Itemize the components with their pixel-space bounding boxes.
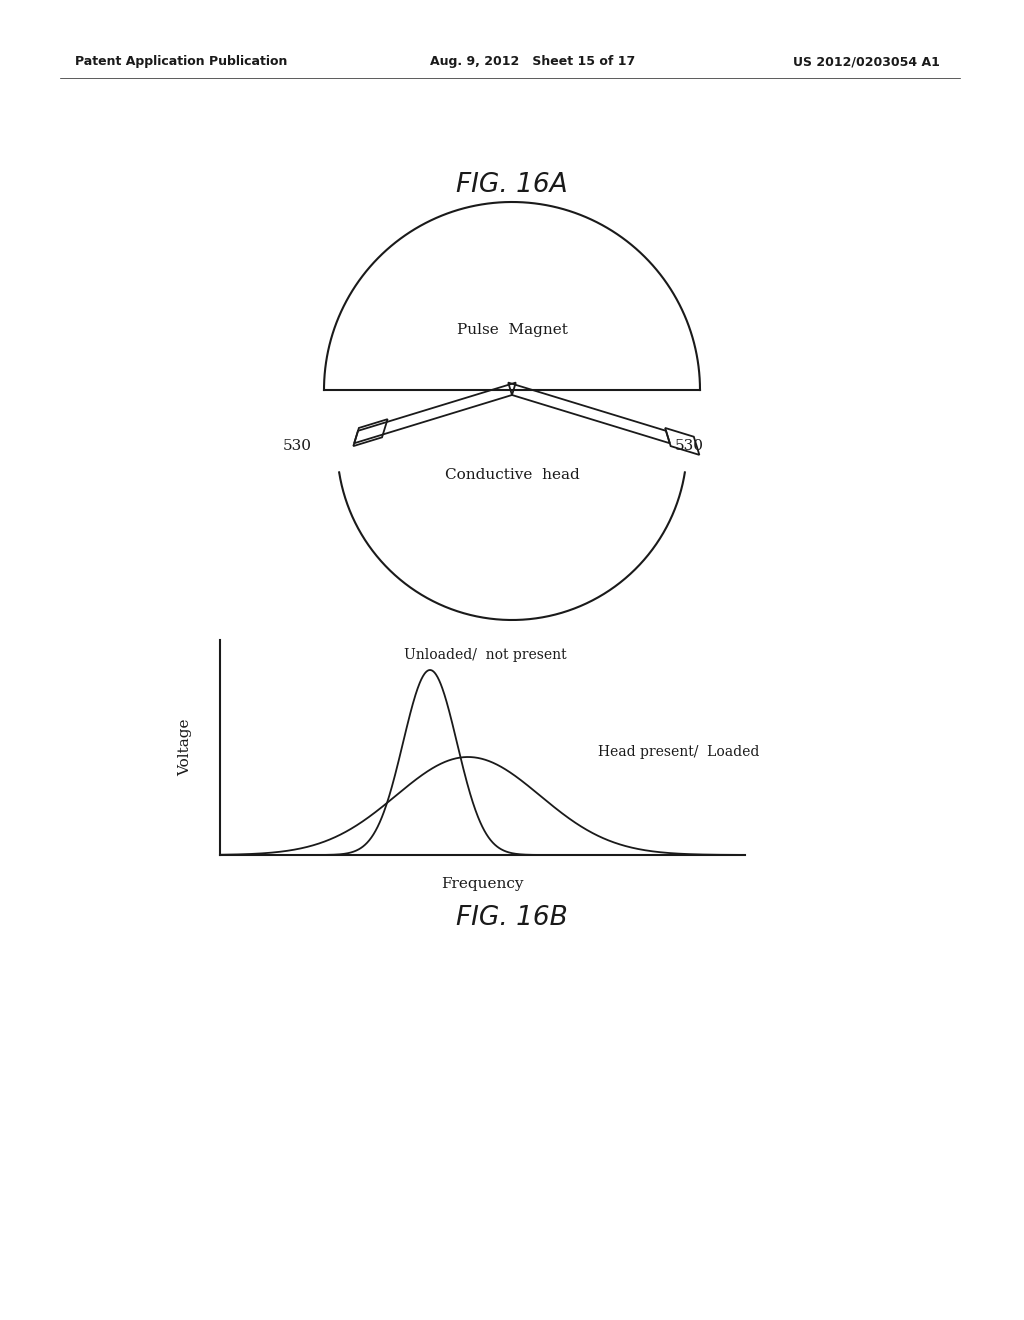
- Text: Aug. 9, 2012   Sheet 15 of 17: Aug. 9, 2012 Sheet 15 of 17: [430, 55, 635, 69]
- Text: US 2012/0203054 A1: US 2012/0203054 A1: [794, 55, 940, 69]
- Text: Voltage: Voltage: [178, 719, 193, 776]
- Text: Patent Application Publication: Patent Application Publication: [75, 55, 288, 69]
- Text: Unloaded/  not present: Unloaded/ not present: [403, 648, 566, 663]
- Text: 530: 530: [675, 440, 703, 453]
- Text: FIG. 16A: FIG. 16A: [456, 172, 568, 198]
- Text: 530: 530: [284, 440, 312, 453]
- Text: Frequency: Frequency: [441, 876, 523, 891]
- Text: Conductive  head: Conductive head: [444, 469, 580, 482]
- Text: Pulse  Magnet: Pulse Magnet: [457, 323, 567, 337]
- Text: FIG. 16B: FIG. 16B: [456, 906, 568, 931]
- Text: Head present/  Loaded: Head present/ Loaded: [598, 744, 760, 759]
